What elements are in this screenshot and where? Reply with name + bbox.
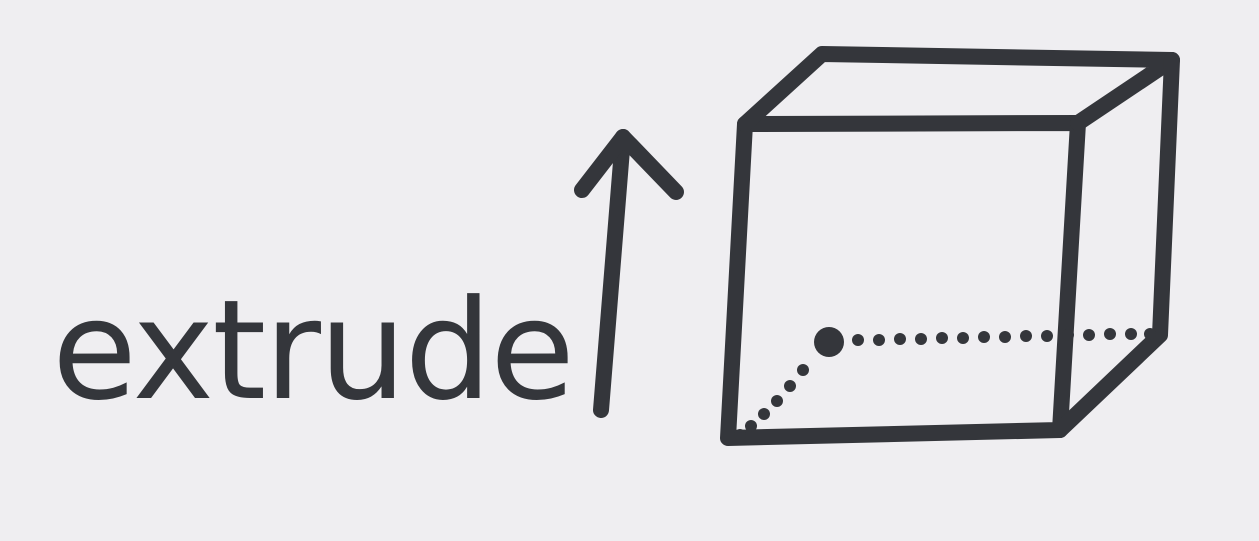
cube-hidden-edges — [734, 327, 1156, 441]
cube-icon — [720, 46, 1180, 446]
hidden-vertex — [814, 327, 844, 357]
cube-top-face — [737, 46, 1180, 132]
arrow-shaft — [593, 129, 631, 418]
cube-front-face — [720, 115, 1086, 446]
cube-right-face — [1052, 52, 1180, 438]
arrow-head — [574, 129, 684, 200]
up-arrow-icon — [574, 129, 684, 418]
extrude-label: extrude — [52, 270, 573, 431]
